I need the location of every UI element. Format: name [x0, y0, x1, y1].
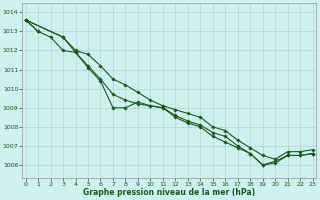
X-axis label: Graphe pression niveau de la mer (hPa): Graphe pression niveau de la mer (hPa)	[83, 188, 255, 197]
